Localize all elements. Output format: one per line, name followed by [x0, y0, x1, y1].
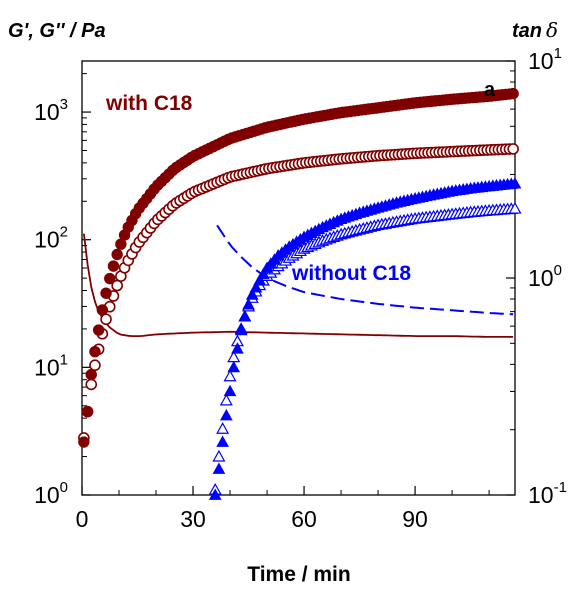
- data-point: [217, 423, 228, 433]
- data-point: [213, 463, 224, 473]
- panel-label: a: [484, 79, 496, 101]
- data-point: [93, 325, 103, 335]
- data-point: [508, 88, 518, 98]
- x-tick-label: 0: [76, 506, 89, 532]
- data-point: [239, 311, 250, 321]
- data-point: [82, 406, 92, 416]
- y-left-tick-label: 101: [34, 351, 68, 380]
- data-point: [108, 261, 118, 271]
- y-right-axis-title-symbol: δ: [546, 18, 558, 42]
- y-right-tick-label: 100: [528, 262, 562, 291]
- annotation-with-c18: with C18: [105, 92, 193, 115]
- data-point: [221, 410, 232, 420]
- data-point: [508, 144, 518, 154]
- y-left-axis-title: G', G'' / Pa: [8, 20, 106, 42]
- data-point: [105, 273, 115, 283]
- data-point: [217, 437, 228, 447]
- x-tick-label: 90: [402, 506, 428, 532]
- data-point: [213, 451, 224, 461]
- y-left-tick-label: 103: [34, 96, 68, 125]
- y-left-tick-label: 100: [34, 479, 68, 508]
- y-right-axis-title: tan δ: [512, 18, 558, 42]
- x-axis-title: Time / min: [247, 563, 350, 586]
- data-point: [225, 371, 236, 381]
- data-point: [112, 249, 122, 259]
- x-tick-label: 60: [291, 506, 317, 532]
- y-left-tick-label: 102: [34, 224, 68, 253]
- series-layer: [79, 88, 521, 499]
- series-without-c18-g: [210, 203, 521, 494]
- annotation-without-c18: without C18: [291, 262, 411, 285]
- data-point: [79, 437, 89, 447]
- y-right-tick-label: 101: [528, 45, 562, 74]
- data-point: [86, 379, 96, 389]
- data-point: [97, 305, 107, 315]
- y-right-tick-label: 10-1: [528, 479, 567, 508]
- data-point: [90, 346, 100, 356]
- data-point: [101, 288, 111, 298]
- data-point: [228, 362, 239, 372]
- y-right-axis-title-text: tan: [512, 20, 542, 42]
- data-point: [221, 395, 232, 405]
- x-tick-label: 30: [180, 506, 206, 532]
- data-point: [225, 386, 236, 396]
- data-point: [101, 314, 111, 324]
- data-point: [90, 360, 100, 370]
- data-point: [86, 369, 96, 379]
